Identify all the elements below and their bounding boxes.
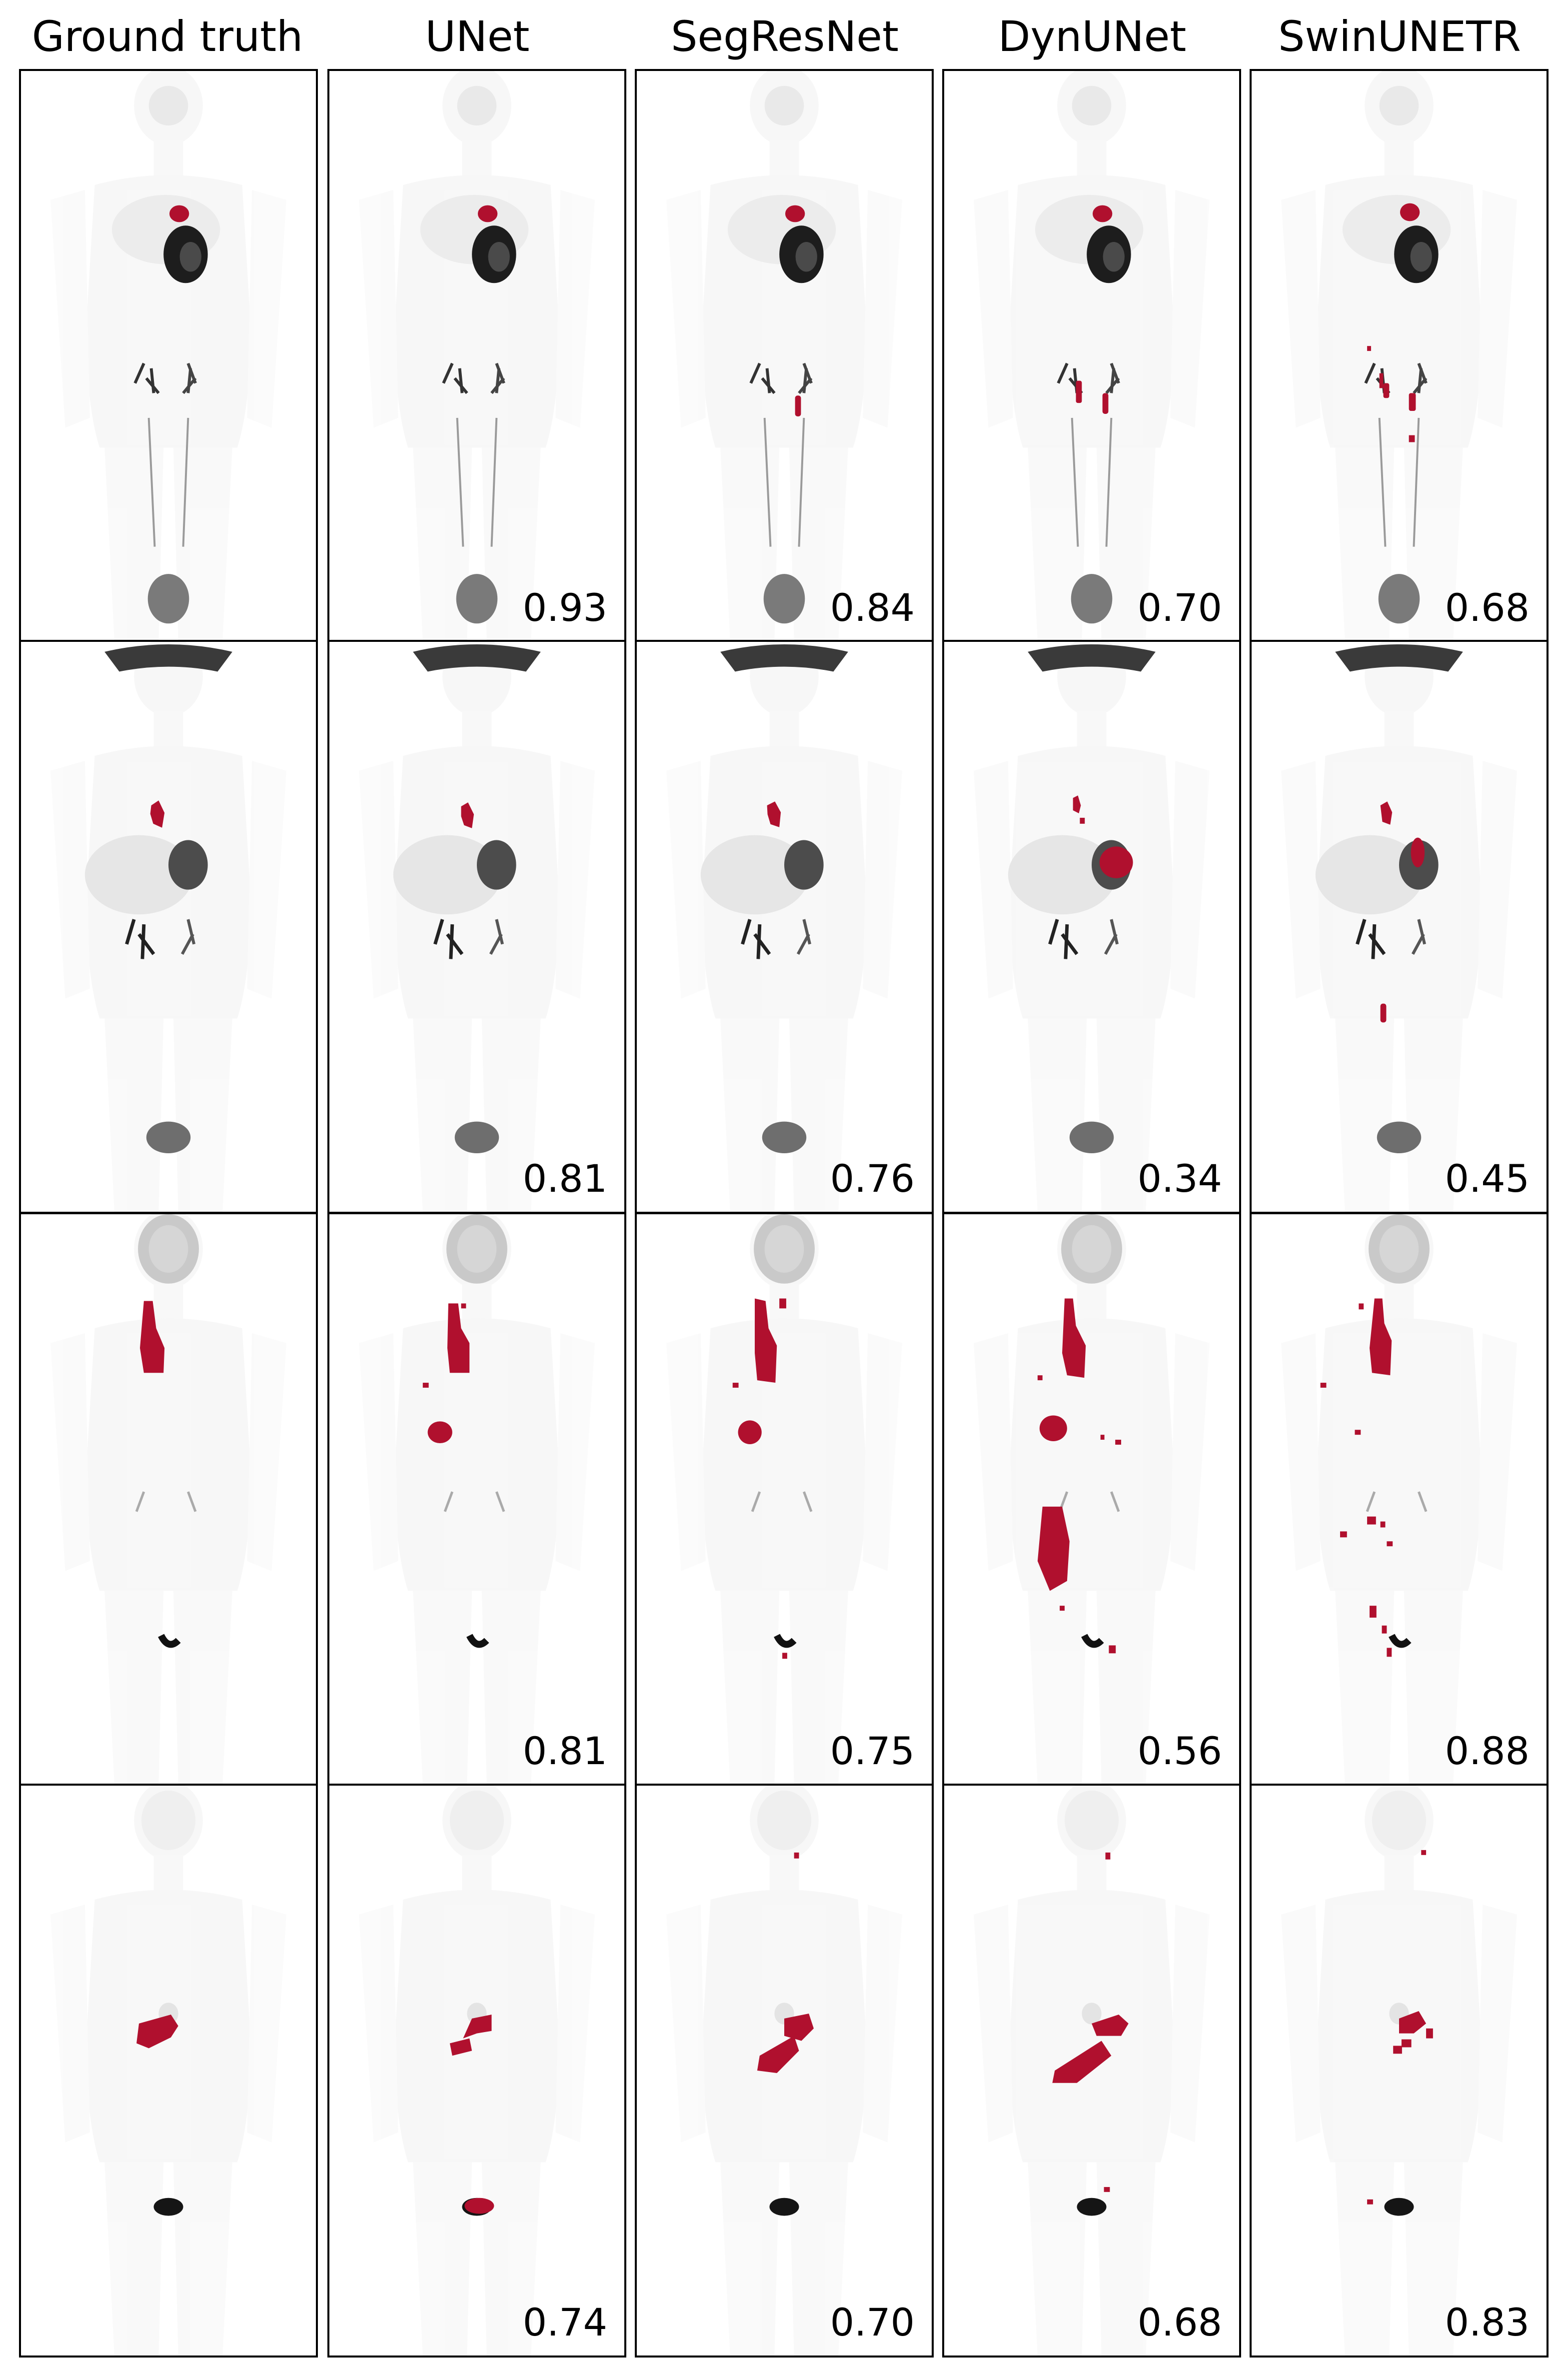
pet-scan-image — [1281, 1786, 1517, 2356]
dice-score: 0.88 — [1445, 1729, 1530, 1773]
scan-panel-dynunet-row-1: 0.70 — [942, 69, 1241, 643]
ground-truth-title: Ground truth — [31, 12, 303, 61]
lesion-mask — [136, 2014, 178, 2049]
scan-panel-swinunetr-row-2: 0.45 — [1250, 640, 1549, 1214]
dice-score: 0.76 — [830, 1156, 915, 1201]
lesion-mask — [139, 1301, 165, 1373]
scan-panel-segresnet-row-1: 0.84 — [635, 69, 934, 643]
scan-panel-dynunet-row-3: 0.56 — [942, 1212, 1241, 1786]
pet-scan-image — [50, 71, 286, 641]
dice-score: 0.75 — [830, 1729, 915, 1773]
pet-scan-image — [359, 1786, 595, 2356]
lesion-mask — [461, 802, 474, 828]
scan-panel-ground-truth-row-1 — [19, 69, 318, 643]
lesion-mask — [1052, 1852, 1129, 2192]
lesion-mask — [1037, 1298, 1121, 1654]
scan-panel-swinunetr-row-1: 0.68 — [1250, 69, 1549, 643]
lesion-mask — [169, 205, 189, 222]
pet-scan-image — [974, 642, 1210, 1212]
lesion-mask — [1380, 801, 1425, 1023]
dice-score: 0.56 — [1137, 1729, 1222, 1773]
pet-scan-image — [666, 642, 902, 1212]
scan-panel-dynunet-row-2: 0.34 — [942, 640, 1241, 1214]
dice-score: 0.45 — [1445, 1156, 1530, 1201]
pet-scan-image — [666, 1786, 902, 2356]
pet-scan-image — [359, 1214, 595, 1784]
lesion-mask — [1073, 795, 1133, 878]
dice-score: 0.70 — [1137, 585, 1222, 630]
scan-panel-unet-row-3: 0.81 — [327, 1212, 626, 1786]
pet-scan-image — [359, 642, 595, 1212]
scan-panel-swinunetr-row-3: 0.88 — [1250, 1212, 1549, 1786]
lesion-mask — [150, 800, 165, 828]
scan-panel-ground-truth-row-4 — [19, 1784, 318, 2358]
segresnet-title: SegResNet — [671, 12, 899, 61]
swinunetr-title: SwinUNETR — [1278, 12, 1521, 61]
dice-score: 0.81 — [522, 1729, 607, 1773]
lesion-mask — [732, 1298, 787, 1659]
pet-scan-image — [1281, 642, 1517, 1212]
dice-score: 0.83 — [1445, 2300, 1530, 2345]
lesion-mask — [1367, 203, 1420, 442]
pet-scan-image — [1281, 1214, 1517, 1784]
lesion-mask — [477, 205, 498, 222]
dice-score: 0.84 — [830, 585, 915, 630]
scan-panel-ground-truth-row-3 — [19, 1212, 318, 1786]
dice-score: 0.81 — [522, 1156, 607, 1201]
scan-panel-segresnet-row-4: 0.70 — [635, 1784, 934, 2358]
pet-scan-image — [666, 1214, 902, 1784]
scan-panel-unet-row-4: 0.74 — [327, 1784, 626, 2358]
lesion-mask — [1320, 1298, 1393, 1657]
lesion-mask — [422, 1303, 470, 1443]
scan-panel-dynunet-row-4: 0.68 — [942, 1784, 1241, 2358]
lesion-mask — [785, 205, 805, 416]
scan-panel-segresnet-row-2: 0.76 — [635, 640, 934, 1214]
scan-panel-unet-row-2: 0.81 — [327, 640, 626, 1214]
pet-scan-image — [359, 71, 595, 641]
dice-score: 0.74 — [522, 2300, 607, 2345]
pet-scan-image — [50, 1214, 286, 1784]
pet-scan-image — [50, 642, 286, 1212]
pet-scan-image — [974, 1214, 1210, 1784]
dice-score: 0.70 — [830, 2300, 915, 2345]
dynunet-title: DynUNet — [998, 12, 1187, 61]
unet-title: UNet — [425, 12, 530, 61]
lesion-mask — [757, 1852, 814, 2073]
lesion-mask — [767, 801, 781, 827]
dice-score: 0.68 — [1137, 2300, 1222, 2345]
scan-panel-ground-truth-row-2 — [19, 640, 318, 1214]
lesion-mask — [449, 2014, 494, 2214]
pet-scan-image — [974, 71, 1210, 641]
pet-scan-image — [1281, 71, 1517, 641]
scan-panel-swinunetr-row-4: 0.83 — [1250, 1784, 1549, 2358]
dice-score: 0.68 — [1445, 585, 1530, 630]
pet-scan-image — [666, 71, 902, 641]
dice-score: 0.34 — [1137, 1156, 1222, 1201]
lesion-mask — [1076, 205, 1113, 414]
scan-panel-unet-row-1: 0.93 — [327, 69, 626, 643]
dice-score: 0.93 — [522, 585, 607, 630]
pet-scan-image — [50, 1786, 286, 2356]
pet-scan-image — [974, 1786, 1210, 2356]
lesion-mask — [1367, 1850, 1433, 2205]
scan-panel-segresnet-row-3: 0.75 — [635, 1212, 934, 1786]
